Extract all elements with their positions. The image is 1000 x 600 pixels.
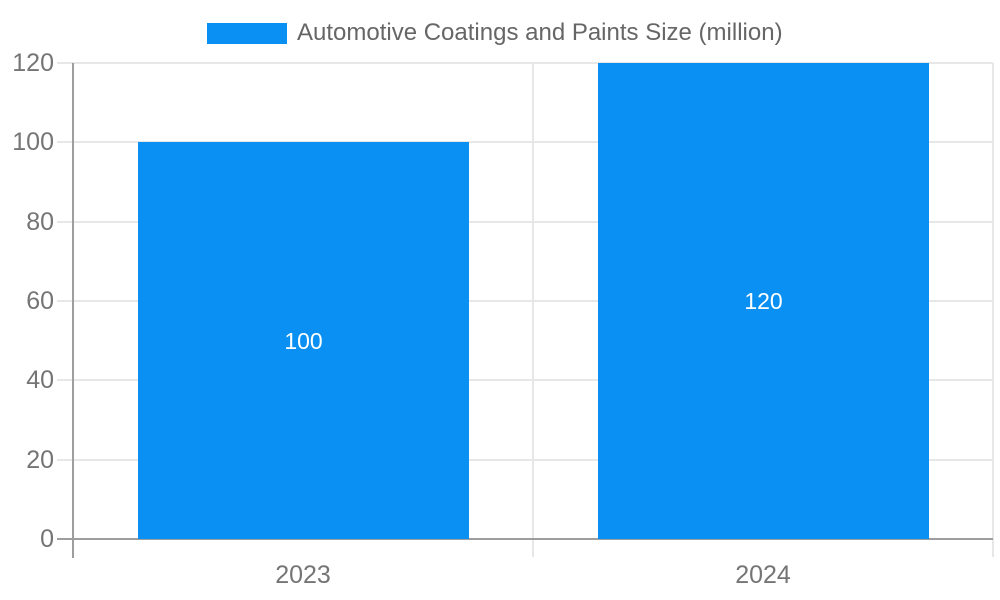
y-axis-tick	[57, 459, 73, 461]
x-axis-line	[57, 538, 993, 540]
legend-label: Automotive Coatings and Paints Size (mil…	[297, 19, 783, 46]
x-category-label: 2024	[735, 561, 791, 589]
bar-value-label: 100	[284, 328, 323, 354]
x-axis-tick	[992, 539, 994, 557]
legend-swatch	[207, 22, 287, 44]
y-tick-label: 20	[26, 446, 54, 474]
y-axis-tick	[57, 379, 73, 381]
gridline-v	[992, 63, 994, 539]
x-category-label: 2023	[275, 561, 331, 589]
bar-value-label: 120	[744, 288, 783, 314]
y-axis-tick	[57, 221, 73, 223]
y-tick-label: 0	[40, 525, 54, 553]
chart-legend[interactable]: Automotive Coatings and Paints Size (mil…	[207, 18, 783, 48]
bar-2023[interactable]: 100	[138, 142, 469, 539]
y-tick-label: 80	[26, 208, 54, 236]
y-tick-label: 40	[26, 366, 54, 394]
y-tick-label: 120	[12, 49, 54, 77]
bar-2024[interactable]: 120	[598, 63, 929, 539]
y-axis-tick	[57, 141, 73, 143]
y-axis-tick	[57, 300, 73, 302]
y-axis-tick	[57, 62, 73, 64]
x-axis-tick	[532, 539, 534, 557]
y-tick-label: 60	[26, 287, 54, 315]
gridline-v	[532, 63, 534, 539]
y-tick-label: 100	[12, 128, 54, 156]
y-axis-line	[72, 63, 74, 558]
